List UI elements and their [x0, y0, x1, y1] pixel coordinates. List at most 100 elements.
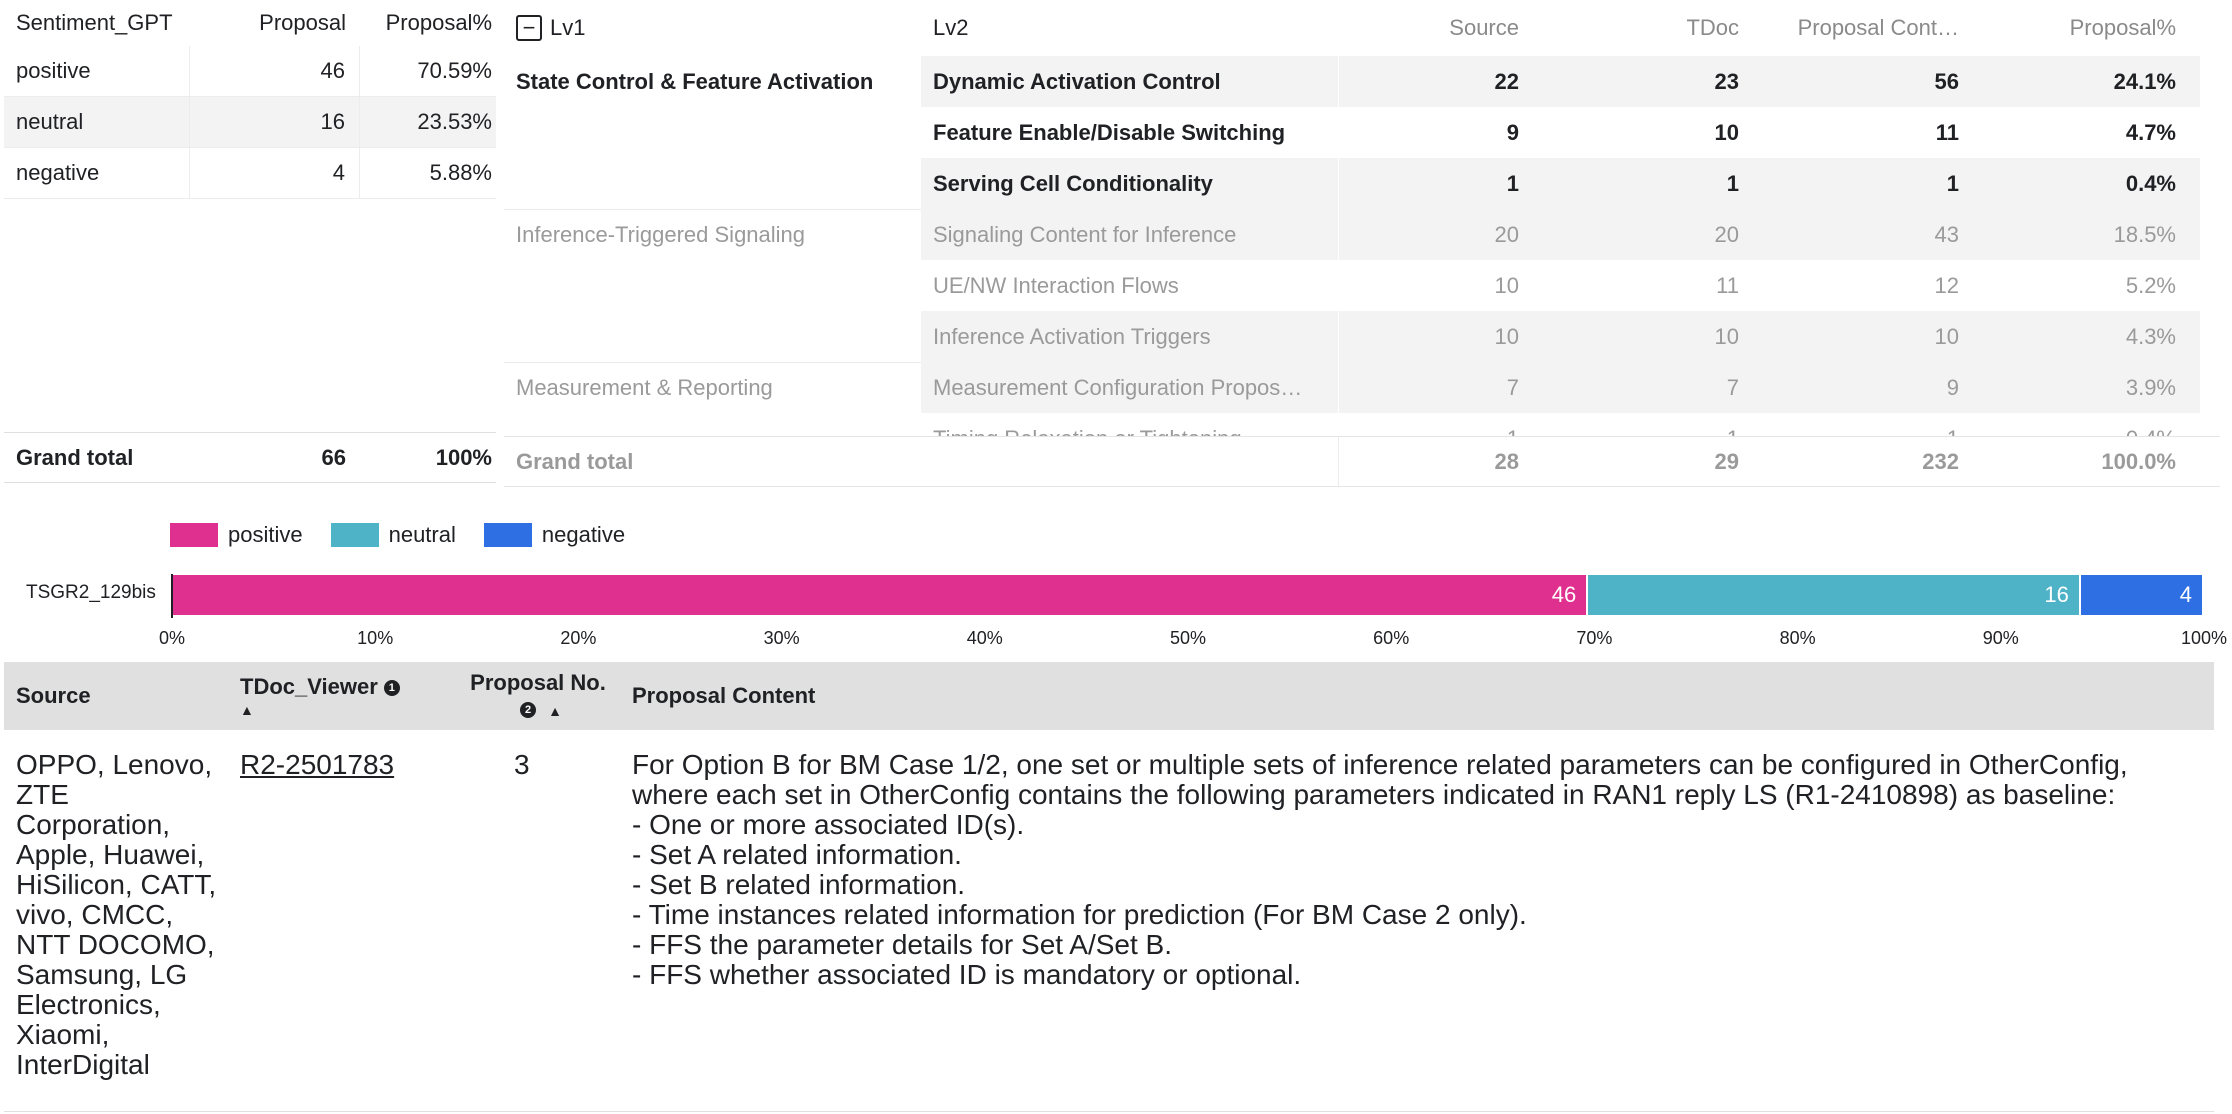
proposal-pct: 70.59% — [360, 46, 496, 97]
lv1-cell: Measurement & Reporting — [504, 362, 921, 413]
x-tick-label: 80% — [1779, 628, 1816, 648]
tdoc-cell: 11 — [1539, 260, 1759, 311]
grand-total-label: Grand total — [4, 432, 190, 483]
table-row[interactable]: OPPO, Lenovo, ZTE Corporation, Apple, Hu… — [4, 730, 2214, 1112]
proposal-cell: 9 — [1759, 362, 1979, 413]
header-proposal-content[interactable]: Proposal Content — [620, 662, 2214, 730]
proposal-content-cell: For Option B for BM Case 1/2, one set or… — [632, 749, 2128, 990]
bar-segment-neutral[interactable]: 16 — [1588, 575, 2081, 615]
header-proposal-pct[interactable]: Proposal% — [2069, 15, 2176, 40]
pct-cell: 4.3% — [1979, 311, 2200, 362]
legend-swatch — [170, 523, 218, 547]
grand-total-lv2-empty — [921, 437, 1339, 486]
header-source[interactable]: Source — [1449, 15, 1519, 40]
lv2-cell: Dynamic Activation Control — [921, 56, 1339, 107]
grand-total-pct: 100.0% — [2101, 448, 2176, 474]
chart-legend: positive neutral negative — [170, 522, 653, 548]
pct-cell: 18.5% — [1979, 209, 2200, 260]
header-tdoc-viewer[interactable]: TDoc_Viewer 1 ▲ — [228, 662, 444, 730]
sentiment-table-header: Sentiment_GPT Proposal Proposal% — [4, 0, 496, 46]
grand-total-pct: 100% — [360, 432, 496, 483]
detail-table-header: Source TDoc_Viewer 1 ▲ Proposal No. 2 ▲ Pr… — [4, 662, 2214, 730]
header-tdoc-label: TDoc_Viewer — [240, 674, 378, 699]
bar-data-label: 4 — [2179, 582, 2192, 607]
tdoc-link[interactable]: R2-2501783 — [240, 749, 395, 780]
source-cell: 10 — [1339, 260, 1539, 311]
pct-cell: 5.2% — [1979, 260, 2200, 311]
table-row[interactable]: Serving Cell Conditionality 1 1 1 0.4% — [504, 158, 2220, 209]
table-row[interactable]: positive 46 70.59% — [4, 46, 496, 97]
sentiment-table: Sentiment_GPT Proposal Proposal% positiv… — [4, 0, 496, 483]
proposal-count: 4 — [190, 148, 360, 199]
header-proposal-content[interactable]: Proposal Cont… — [1797, 15, 1959, 40]
lv1-cell — [504, 413, 921, 436]
proposal-cell: 1 — [1759, 158, 1979, 209]
legend-item-positive[interactable]: positive — [170, 522, 303, 548]
lv2-cell: Measurement Configuration Propos… — [921, 362, 1339, 413]
header-lv1[interactable]: − Lv1 — [504, 0, 921, 56]
legend-item-neutral[interactable]: neutral — [330, 522, 456, 548]
x-tick-label: 0% — [158, 628, 186, 648]
header-proposal[interactable]: Proposal — [259, 10, 346, 35]
header-lv2[interactable]: Lv2 — [933, 15, 969, 40]
lv2-cell: UE/NW Interaction Flows — [921, 260, 1339, 311]
grand-total-label: Grand total — [516, 448, 634, 474]
proposal-cell: 43 — [1759, 209, 1979, 260]
sort-ascending-icon[interactable]: ▲ — [240, 702, 254, 718]
bar-data-label: 46 — [1551, 582, 1577, 607]
grand-total-tdoc: 29 — [1714, 448, 1739, 474]
legend-swatch — [330, 523, 379, 547]
tdoc-cell: 23 — [1539, 56, 1759, 107]
tdoc-cell: 10 — [1539, 311, 1759, 362]
lv2-cell: Signaling Content for Inference — [921, 209, 1339, 260]
sort-order-badge: 2 — [520, 702, 537, 719]
proposal-count: 46 — [190, 46, 360, 97]
legend-item-negative[interactable]: negative — [483, 522, 626, 548]
minus-square-icon[interactable]: − — [516, 15, 542, 41]
header-tdoc[interactable]: TDoc — [1686, 15, 1739, 40]
stacked-bar[interactable]: 46 16 4 — [172, 575, 2204, 615]
header-source[interactable]: Source — [4, 662, 228, 730]
table-row[interactable]: negative 4 5.88% — [4, 148, 496, 199]
grand-total-proposal: 66 — [190, 432, 360, 483]
pct-cell: 0.4% — [1979, 413, 2200, 436]
sort-ascending-icon[interactable]: ▲ — [548, 703, 562, 719]
x-tick-label: 100% — [2180, 628, 2228, 648]
legend-label: negative — [541, 522, 626, 547]
table-row[interactable]: Timing Relaxation or Tightening 1 1 1 0.… — [504, 413, 2220, 436]
sentiment-label: negative — [4, 148, 190, 199]
header-proposal-no[interactable]: Proposal No. 2 ▲ — [444, 662, 620, 730]
pivot-table: − Lv1 Lv2 Source TDoc Proposal Cont… Pro… — [504, 0, 2220, 490]
sentiment-label: neutral — [4, 97, 190, 148]
table-row[interactable]: Inference Activation Triggers 10 10 10 4… — [504, 311, 2220, 362]
table-row[interactable]: UE/NW Interaction Flows 10 11 12 5.2% — [504, 260, 2220, 311]
pct-cell: 24.1% — [1979, 56, 2200, 107]
sort-order-badge: 1 — [383, 680, 400, 697]
table-row[interactable]: Measurement & Reporting Measurement Conf… — [504, 362, 2220, 413]
proposal-count: 16 — [190, 97, 360, 148]
legend-label: neutral — [388, 522, 456, 547]
lv2-cell: Serving Cell Conditionality — [921, 158, 1339, 209]
sentiment-grand-total-row: Grand total 66 100% — [4, 432, 496, 483]
grand-total-proposal: 232 — [1922, 448, 1959, 474]
header-proposal-pct[interactable]: Proposal% — [385, 10, 492, 35]
lv1-cell: Inference-Triggered Signaling — [504, 209, 921, 260]
source-cell: 20 — [1339, 209, 1539, 260]
table-row[interactable]: State Control & Feature Activation Dynam… — [504, 56, 2220, 107]
header-sentiment[interactable]: Sentiment_GPT — [16, 10, 173, 35]
table-row[interactable]: Inference-Triggered Signaling Signaling … — [504, 209, 2220, 260]
grand-total-source: 28 — [1494, 448, 1519, 474]
lv1-cell — [504, 311, 921, 362]
table-row[interactable]: neutral 16 23.53% — [4, 97, 496, 148]
x-tick-label: 40% — [966, 628, 1003, 648]
proposal-cell: 56 — [1759, 56, 1979, 107]
lv1-cell — [504, 158, 921, 209]
bar-segment-positive[interactable]: 46 — [172, 575, 1589, 615]
x-tick-label: 90% — [1982, 628, 2019, 648]
table-row[interactable]: Feature Enable/Disable Switching 9 10 11… — [504, 107, 2220, 158]
pivot-table-body[interactable]: State Control & Feature Activation Dynam… — [504, 56, 2220, 436]
bar-data-label: 16 — [2044, 582, 2069, 607]
proposal-cell: 1 — [1759, 413, 1979, 436]
pivot-grand-total-row: Grand total 28 29 232 100.0% — [504, 436, 2220, 487]
bar-segment-negative[interactable]: 4 — [2080, 575, 2204, 615]
